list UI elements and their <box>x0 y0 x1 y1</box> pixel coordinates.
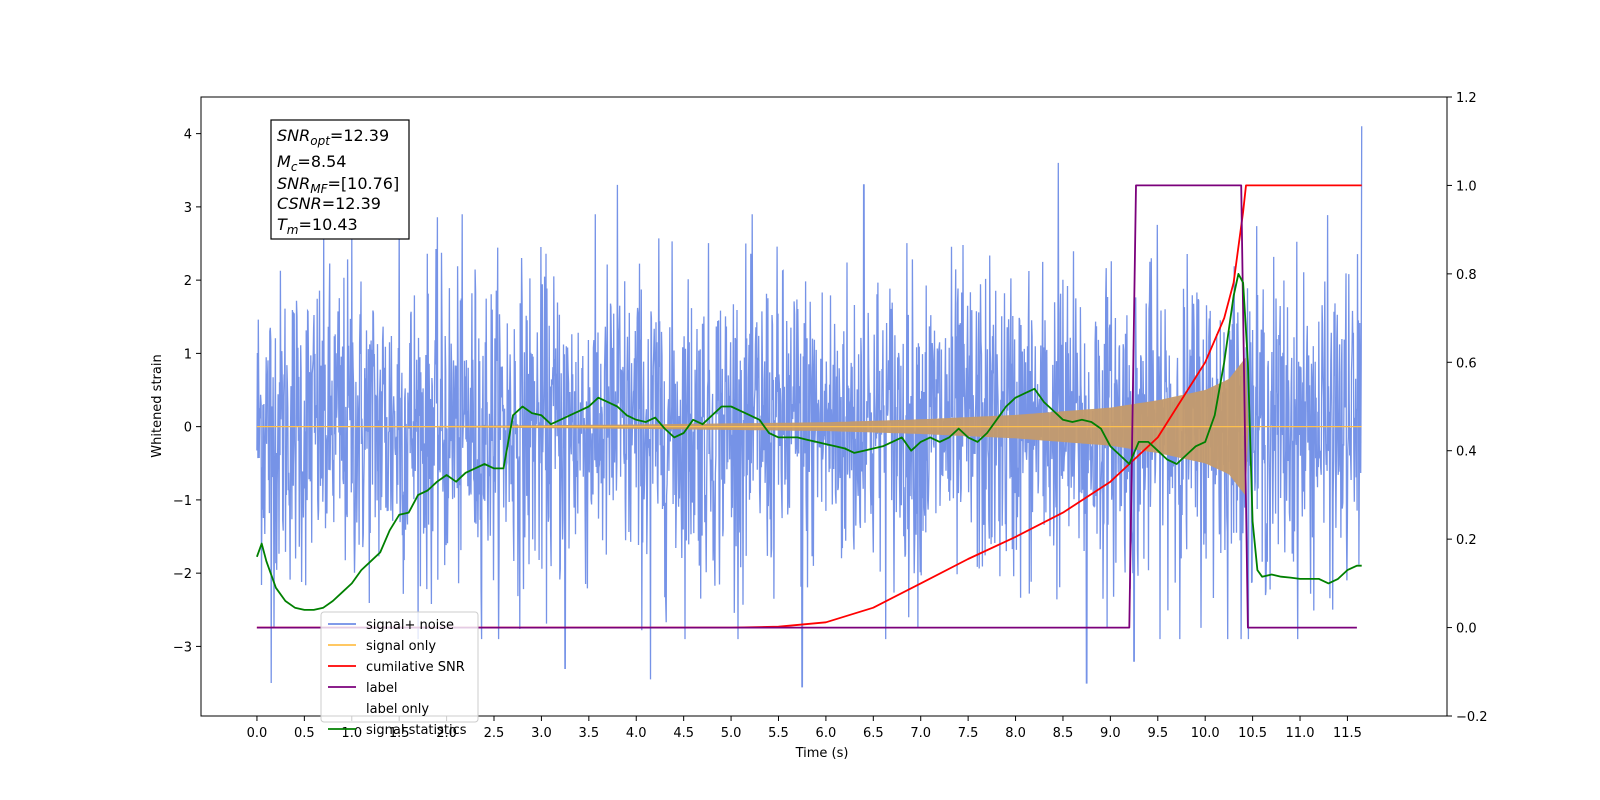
x-tick-label: 7.5 <box>958 726 979 741</box>
legend-item-cumilative-snr: cumilative SNR <box>328 660 465 675</box>
plot-frame <box>200 96 1448 717</box>
series-signal-statistics <box>256 273 1362 611</box>
legend-frame <box>320 611 479 723</box>
annotation-box: SNRopt=12.39 Mc=8.54 SNRMF=[10.76] CSNR=… <box>270 119 410 240</box>
x-axis: 0.0 0.5 1.0 1.5 2.0 2.5 3.0 3.5 4.0 4.5 5.0 5.5 6.0 6… <box>247 716 1362 741</box>
x-tick-label: 1.5 <box>389 726 410 741</box>
legend-label: signal+ noise <box>366 618 454 633</box>
series-signal-only <box>256 357 1362 496</box>
noise-line <box>256 126 1363 688</box>
legend-item-signal-statistics: signal statistics <box>328 723 467 738</box>
x-tick-label: 9.0 <box>1100 726 1121 741</box>
legend-item-label: label <box>328 681 397 696</box>
x-tick-label: 3.0 <box>531 726 552 741</box>
x-axis-label: Time (s) <box>795 746 849 761</box>
x-tick-label: 6.5 <box>863 726 884 741</box>
x-tick-label: 4.0 <box>626 726 647 741</box>
x-tick-label: 9.5 <box>1147 726 1168 741</box>
legend-label: label only <box>366 702 429 717</box>
annotation-tm: Tm=10.43 <box>277 215 358 237</box>
x-tick-label: 5.0 <box>721 726 742 741</box>
x-tick-label: 2.0 <box>436 726 457 741</box>
x-tick-label: 10.5 <box>1238 726 1267 741</box>
x-tick-label: 0.5 <box>294 726 315 741</box>
annotation-snr-opt: SNRopt=12.39 <box>277 126 389 148</box>
legend-label: signal statistics <box>366 723 467 738</box>
legend-item-label-only: label only <box>328 702 429 717</box>
x-tick-label: 8.5 <box>1053 726 1074 741</box>
legend: signal+ noise signal only cumilative SNR la… <box>320 611 479 738</box>
y-left-tick-label: 2 <box>184 274 192 289</box>
x-tick-label: 0.0 <box>247 726 268 741</box>
y-left-tick-label: 0 <box>184 421 192 436</box>
y-right-tick-label: 0.8 <box>1456 268 1477 283</box>
y-left-tick-label: 1 <box>184 347 192 362</box>
y-axis-left-label: Whitened strain <box>150 354 165 457</box>
x-tick-label: 5.5 <box>768 726 789 741</box>
y-right-tick-label: 1.0 <box>1456 179 1477 194</box>
series-cumilative-snr <box>256 184 1362 629</box>
x-tick-label: 4.5 <box>673 726 694 741</box>
x-tick-label: 11.0 <box>1286 726 1315 741</box>
y-right-tick-label: 0.0 <box>1456 622 1477 637</box>
annotation-snr-mf: SNRMF=[10.76] <box>277 174 399 196</box>
x-tick-label: 6.0 <box>816 726 837 741</box>
legend-label: cumilative SNR <box>366 660 465 675</box>
y-right-tick-label: −0.2 <box>1456 710 1488 725</box>
legend-label: label <box>366 681 397 696</box>
y-right-tick-label: 0.6 <box>1456 356 1477 371</box>
series-signal-noise <box>256 126 1363 688</box>
legend-item-signal-noise: signal+ noise <box>328 618 454 633</box>
series-label <box>256 184 1357 629</box>
y-left-tick-label: 3 <box>184 201 192 216</box>
legend-label: signal only <box>366 639 436 654</box>
x-tick-label: 10.0 <box>1191 726 1220 741</box>
y-left-tick-label: −2 <box>173 567 192 582</box>
y-right-tick-label: 0.2 <box>1456 533 1477 548</box>
x-tick-label: 3.5 <box>578 726 599 741</box>
annotation-csnr: CSNR=12.39 <box>277 194 381 213</box>
y-right-tick-label: 0.4 <box>1456 445 1477 460</box>
y-axis-right: −0.2 0.0 0.2 0.4 0.6 0.8 1.0 1.2 <box>1447 91 1488 725</box>
x-tick-label: 7.0 <box>910 726 931 741</box>
y-left-tick-label: −3 <box>173 640 192 655</box>
y-axis-left: −3 −2 −1 0 1 2 3 4 <box>173 128 201 655</box>
y-right-tick-label: 1.2 <box>1456 91 1477 106</box>
legend-item-signal-only: signal only <box>328 639 436 654</box>
x-tick-label: 2.5 <box>484 726 505 741</box>
y-left-tick-label: −1 <box>173 494 192 509</box>
annotation-mc: Mc=8.54 <box>277 152 346 174</box>
x-tick-label: 8.0 <box>1005 726 1026 741</box>
x-tick-label: 11.5 <box>1333 726 1362 741</box>
y-left-tick-label: 4 <box>184 128 192 143</box>
